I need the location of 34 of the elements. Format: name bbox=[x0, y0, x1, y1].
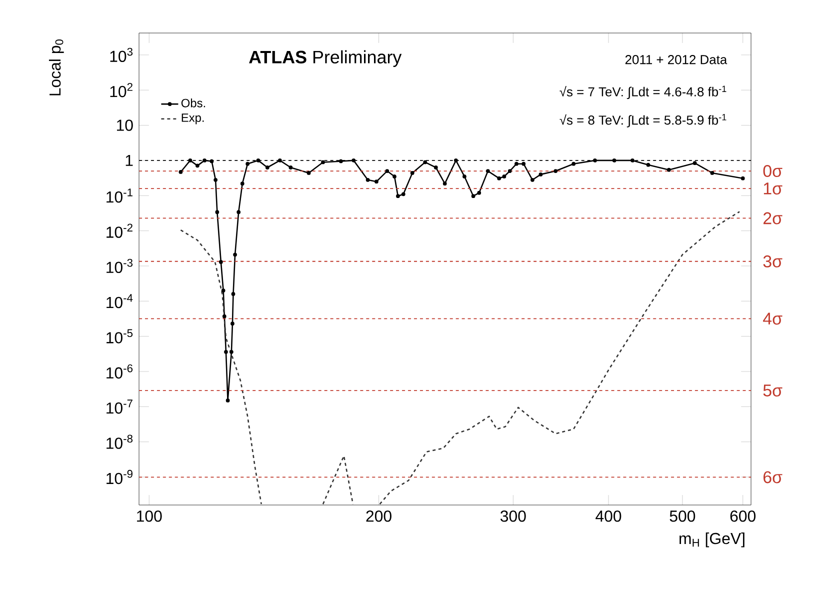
x-tick-label: 100 bbox=[137, 510, 162, 522]
annotation: ATLAS Preliminary bbox=[249, 50, 402, 68]
y-tick-label: 10$^{-3}$ bbox=[106, 258, 133, 274]
annotation: 2011 + 2012 Data bbox=[625, 55, 728, 64]
x-tick-label: 500 bbox=[670, 510, 696, 522]
x-tick-label: 400 bbox=[596, 510, 622, 522]
ref-line-label: 0σ bbox=[763, 165, 782, 178]
y-tick-label: 10 bbox=[116, 120, 133, 131]
legend-label: Obs. bbox=[181, 98, 206, 108]
annotation: √s = 7 TeV: ∫Ldt = 4.6-4.8 fb$^{-1}$ bbox=[560, 86, 726, 100]
y-tick-label: 10$^{-6}$ bbox=[106, 364, 133, 379]
y-tick-label: 10$^{-7}$ bbox=[106, 400, 132, 414]
ref-line-label: 4σ bbox=[763, 312, 782, 325]
y-tick-label: 10$^{-1}$ bbox=[106, 188, 132, 203]
x-axis-title: m$_{H}$ [GeV] bbox=[680, 532, 744, 548]
x-tick-label: 200 bbox=[366, 510, 392, 522]
ref-line-label: 2σ bbox=[764, 212, 782, 224]
ref-line-label: 6σ bbox=[764, 471, 782, 484]
ref-line-label: 1σ bbox=[764, 182, 782, 194]
y-axis-title: Local p$_{0}$ bbox=[48, 39, 64, 96]
y-tick-label: 10$^{-9}$ bbox=[106, 470, 132, 484]
y-tick-label: 10$^{-4}$ bbox=[106, 294, 133, 308]
annotation: √s = 8 TeV: ∫Ldt = 5.8-5.9 fb$^{-1}$ bbox=[560, 114, 726, 128]
y-tick-label: 10$^{-8}$ bbox=[106, 434, 133, 449]
y-tick-label: 1 bbox=[126, 154, 133, 166]
ref-line-label: 5σ bbox=[763, 384, 782, 396]
y-tick-label: 10$^{-2}$ bbox=[106, 224, 132, 238]
y-tick-label: 10$^{2}$ bbox=[110, 82, 132, 98]
legend-label: Exp. bbox=[182, 114, 204, 124]
y-tick-label: 10$^{-5}$ bbox=[106, 329, 133, 344]
ref-line-label: 3σ bbox=[763, 255, 782, 268]
y-tick-label: 10$^{3}$ bbox=[110, 48, 133, 62]
x-tick-label: 600 bbox=[730, 510, 756, 522]
x-tick-label: 300 bbox=[500, 510, 526, 522]
